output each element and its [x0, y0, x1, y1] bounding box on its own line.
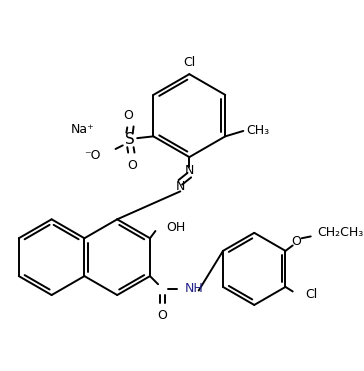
Text: O: O [127, 159, 137, 172]
Text: NH: NH [184, 282, 203, 295]
Text: N: N [175, 180, 185, 193]
Text: ⁻O: ⁻O [84, 149, 101, 162]
Text: Cl: Cl [305, 288, 317, 301]
Text: O: O [291, 235, 301, 248]
Text: N: N [185, 164, 194, 177]
Text: CH₂CH₃: CH₂CH₃ [317, 226, 363, 239]
Text: Cl: Cl [183, 56, 195, 69]
Text: OH: OH [166, 221, 186, 234]
Text: O: O [123, 109, 133, 122]
Text: O: O [158, 309, 167, 322]
Text: CH₃: CH₃ [246, 124, 269, 137]
Text: Na⁺: Na⁺ [71, 123, 95, 136]
Text: S: S [125, 132, 135, 147]
